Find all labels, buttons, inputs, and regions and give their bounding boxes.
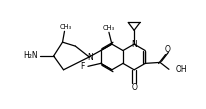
Text: OH: OH <box>176 65 187 74</box>
Text: N: N <box>87 53 93 62</box>
Text: O: O <box>165 45 171 54</box>
Text: N: N <box>131 40 137 49</box>
Text: F: F <box>81 62 85 71</box>
Text: H₂N: H₂N <box>23 51 38 60</box>
Text: O: O <box>131 83 137 92</box>
Text: CH₃: CH₃ <box>59 24 71 30</box>
Text: CH₃: CH₃ <box>103 25 115 31</box>
